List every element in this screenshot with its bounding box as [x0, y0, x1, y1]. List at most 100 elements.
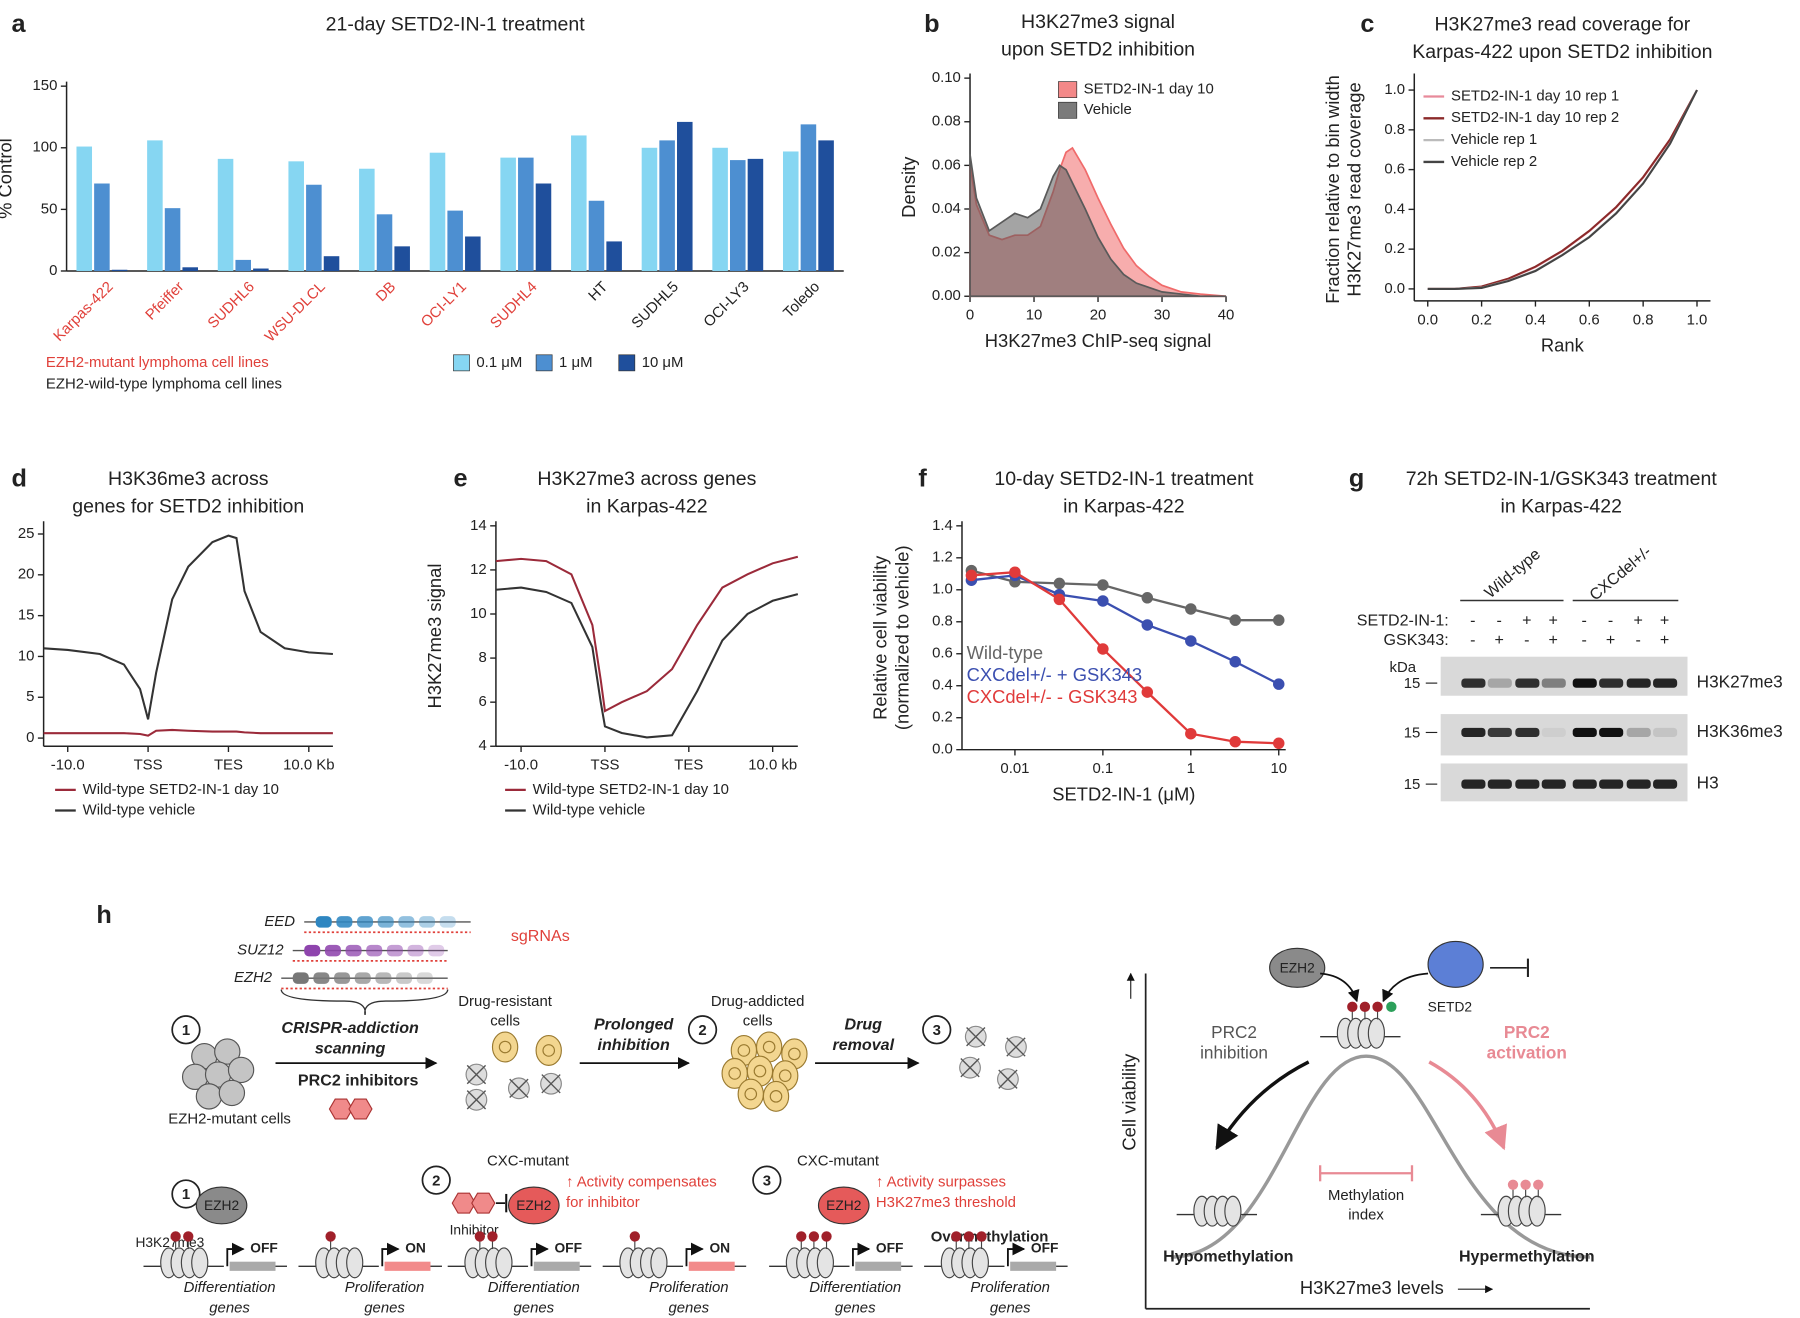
enzyme-label: EZH2: [826, 1198, 861, 1213]
area: [969, 154, 1227, 298]
band: [1653, 678, 1678, 688]
legend-label: Wild-type SETD2-IN-1 day 10: [83, 781, 279, 798]
line: [43, 728, 333, 737]
process-label: inhibition: [598, 1036, 670, 1054]
legend-label: Vehicle: [1084, 101, 1132, 118]
bar: [376, 214, 393, 271]
legend-swatch: [1058, 101, 1078, 119]
point: [1141, 592, 1154, 604]
x-tick-label: -10.0: [504, 757, 538, 774]
x-axis-label: H3K27me3 ChIP-seq signal: [985, 330, 1212, 351]
x-tick-label: 0.6: [1579, 311, 1600, 328]
y-tick-label: 1.4: [932, 517, 953, 534]
y-tick-label: 150: [33, 77, 58, 94]
y-tick-label: 0.2: [932, 709, 953, 726]
enzyme-label: EZH2: [204, 1198, 239, 1213]
note-label: Overmethylation: [931, 1229, 1049, 1246]
enzyme: [1269, 947, 1326, 988]
model-label: Hypermethylation: [1459, 1247, 1595, 1265]
bar: [606, 241, 622, 271]
arrow: [1320, 972, 1360, 1003]
bar: [782, 151, 799, 271]
process-label: Drug: [845, 1015, 883, 1033]
legend-swatch: [618, 354, 636, 372]
step-number: 3: [763, 1172, 771, 1189]
band: [1487, 779, 1512, 789]
bar: [253, 268, 269, 271]
chart-title: in Karpas-422: [586, 496, 707, 518]
y-tick-label: 50: [41, 200, 58, 217]
legend-label: SETD2-IN-1 day 10 rep 2: [1451, 109, 1619, 126]
chart-title: upon SETD2 inhibition: [1001, 39, 1195, 61]
bar: [571, 135, 587, 271]
sign: -: [1497, 611, 1502, 629]
band: [1461, 727, 1486, 738]
sign: -: [1582, 611, 1587, 629]
band: [1599, 779, 1624, 789]
effect-label: for inhibitor: [566, 1194, 640, 1211]
gene-label: Proliferation: [345, 1279, 425, 1296]
point: [1009, 566, 1021, 578]
y-tick-label: 0.6: [1384, 161, 1405, 178]
chart-title: 21-day SETD2-IN-1 treatment: [326, 13, 586, 35]
y-axis-label: Relative cell viability: [869, 555, 890, 720]
y-tick-label: 1.0: [1384, 81, 1405, 98]
methyl-mark: [474, 1231, 486, 1242]
enzyme: [507, 1186, 560, 1225]
exon: [354, 972, 371, 984]
exon: [419, 916, 436, 928]
bar: [394, 246, 410, 271]
gene-state: OFF: [250, 1241, 278, 1256]
y-tick-label: 0.10: [932, 69, 961, 86]
arrow: [1428, 1060, 1507, 1151]
gene-label: genes: [990, 1300, 1031, 1317]
line: [495, 555, 799, 713]
sign: +: [1633, 611, 1642, 629]
nucleus: [542, 1044, 556, 1057]
model-label: PRC2: [1211, 1022, 1257, 1042]
y-tick-label: 20: [18, 566, 35, 583]
bar: [76, 146, 93, 271]
bar: [712, 147, 728, 271]
exon: [313, 972, 330, 984]
chart-title: 10-day SETD2-IN-1 treatment: [994, 468, 1254, 490]
y-tick-label: 4: [478, 737, 486, 754]
nucleosome: [191, 1247, 209, 1279]
brace: [280, 989, 449, 1015]
chart-title: H3K27me3 across genes: [537, 468, 756, 490]
exon: [428, 944, 445, 957]
methyl-mark: [1507, 1179, 1519, 1190]
y-tick-label: 0.6: [932, 645, 953, 662]
sign: -: [1524, 631, 1529, 649]
gene-name: SUZ12: [237, 942, 284, 959]
x-tick-label: 0.8: [1633, 311, 1654, 328]
point: [1185, 603, 1197, 615]
band: [1461, 678, 1486, 688]
nucleosome: [650, 1247, 668, 1279]
band: [1515, 678, 1540, 688]
exon: [416, 972, 433, 984]
band: [1599, 678, 1624, 688]
panel-label: g: [1349, 465, 1364, 493]
band: [1541, 678, 1566, 688]
y-tick-label: 10: [470, 605, 487, 622]
methyl-mark: [808, 1231, 820, 1242]
y-axis-label: Fraction relative to bin width: [1322, 75, 1343, 304]
exon: [396, 972, 413, 984]
x-tick-label: 0.4: [1525, 311, 1546, 328]
gene-label: Proliferation: [970, 1279, 1050, 1296]
y-axis-label: Density: [898, 156, 919, 218]
legend-label: Vehicle rep 1: [1451, 131, 1537, 148]
exon: [357, 916, 374, 928]
bar: [500, 157, 516, 271]
exon: [315, 916, 332, 928]
cross: [1006, 1037, 1026, 1057]
sign: +: [1495, 631, 1504, 649]
exon: [345, 944, 362, 957]
sgrna-label: sgRNAs: [511, 927, 570, 945]
line: [971, 574, 1280, 686]
x-tick-label: 0.2: [1471, 311, 1492, 328]
x-axis-label: Rank: [1541, 335, 1585, 356]
row-label: GSK343:: [1384, 631, 1449, 649]
group-label: Wild-type: [1481, 545, 1544, 602]
